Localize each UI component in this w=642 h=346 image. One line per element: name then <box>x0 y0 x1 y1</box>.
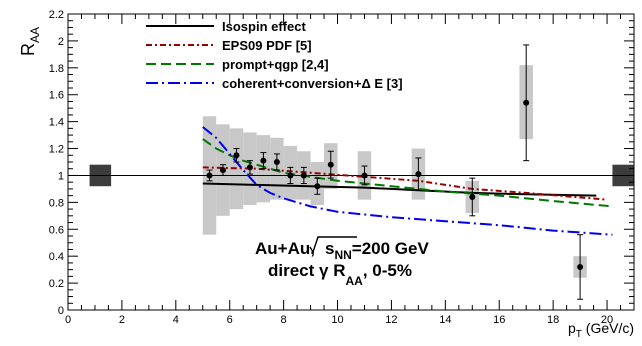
data-point <box>469 177 476 217</box>
axes-layer: 0 0.2 0.4 0.6 0.8 1 1.2 1.4 1.6 1.8 2 2.2 0 2 4 6 8 10 12 1… <box>49 9 635 326</box>
x-axis-title-main: p <box>568 320 576 336</box>
point-marker <box>415 171 422 178</box>
data-point <box>233 148 240 163</box>
curve-prompt-qgp-2-4 <box>202 138 613 208</box>
x-tick-label: 10 <box>331 314 343 326</box>
legend-label: prompt+qgp [2,4] <box>222 57 329 72</box>
data-point <box>523 44 530 162</box>
point-marker <box>469 193 476 200</box>
x-tick-label: 2 <box>119 314 125 326</box>
x-tick-label: 14 <box>439 314 451 326</box>
y-tick-label: 0.6 <box>49 224 64 236</box>
point-marker <box>361 172 368 179</box>
data-point <box>206 169 213 182</box>
y-tick-label: 1.4 <box>49 117 64 129</box>
y-tick-label: 1.8 <box>49 63 64 75</box>
annotation-observable-sub: AA <box>345 274 363 288</box>
point-marker <box>327 161 334 168</box>
point-marker <box>273 159 280 165</box>
point-marker <box>300 172 307 179</box>
x-axis-title: pT (GeV/c) <box>568 320 634 340</box>
plot-frame <box>67 13 635 311</box>
data-point <box>260 152 267 170</box>
x-tick-label: 20 <box>601 314 613 326</box>
data-point <box>246 160 253 175</box>
annotation-line-2: direct γ RAA, 0-5% <box>268 261 412 288</box>
point-marker <box>260 157 267 164</box>
curve-coherent-conversion-e-3 <box>202 126 613 236</box>
x-tick-label: 12 <box>385 314 397 326</box>
annotation-observable: direct γ R <box>268 261 345 280</box>
y-tick-label: 0.4 <box>49 251 64 263</box>
curve-isospin-effect <box>202 182 597 197</box>
y-tick-label: 0.8 <box>49 197 64 209</box>
point-marker <box>246 164 253 171</box>
x-axis-title-sub: T <box>576 329 582 340</box>
point-marker <box>219 167 226 174</box>
x-tick-label: 16 <box>493 314 505 326</box>
data-point <box>327 150 334 179</box>
x-tick-label: 4 <box>173 314 179 326</box>
y-tick-label: 0.2 <box>49 278 64 290</box>
legend-label: coherent+conversion+Δ E [3] <box>222 76 403 91</box>
y-tick-label: 2.2 <box>49 9 64 21</box>
annotation-line-1: Au+Au, sNN=200 GeV <box>255 239 429 262</box>
y-tick-label: 1 <box>58 170 64 182</box>
annotation-sqrt-s: s <box>325 239 334 258</box>
sqrt-symbol <box>309 236 357 254</box>
point-marker <box>523 99 530 106</box>
x-tick-label: 8 <box>281 314 287 326</box>
y-tick-label: 0 <box>58 305 64 317</box>
x-tick-label: 0 <box>65 314 71 326</box>
y-axis-title-sub: AA <box>28 27 42 43</box>
point-marker <box>206 172 213 179</box>
data-point <box>300 166 307 185</box>
x-axis-title-unit: (GeV/c) <box>582 320 634 336</box>
legend-label: Isospin effect <box>222 19 306 34</box>
data-point <box>287 166 294 185</box>
point-marker <box>233 152 240 159</box>
data-point <box>577 234 584 300</box>
y-tick-label: 2 <box>58 36 64 48</box>
point-marker <box>287 172 294 179</box>
data-points-layer <box>206 44 584 300</box>
y-axis-title-main: R <box>18 43 38 56</box>
data-point <box>415 157 422 191</box>
legend-label: EPS09 PDF [5] <box>222 38 312 53</box>
annotation-sqrt-s-sub: NN <box>334 248 351 262</box>
data-point <box>314 177 321 195</box>
data-point <box>219 164 226 176</box>
x-tick-label: 6 <box>227 314 233 326</box>
data-point <box>273 153 280 171</box>
point-marker <box>577 263 584 270</box>
annotation-energy: =200 GeV <box>352 239 430 258</box>
point-marker <box>314 183 321 190</box>
annotation-system: Au+Au, <box>255 239 315 258</box>
data-point <box>361 165 368 186</box>
y-axis-title: RAA <box>18 27 42 56</box>
legend: Isospin effect EPS09 PDF [5] prompt+qgp [2… <box>146 19 403 91</box>
y-tick-label: 1.2 <box>49 144 64 156</box>
theory-curves-layer <box>202 126 613 236</box>
y-tick-label: 1.6 <box>49 90 64 102</box>
x-tick-label: 18 <box>547 314 559 326</box>
annotation-centrality: , 0-5% <box>363 261 412 280</box>
